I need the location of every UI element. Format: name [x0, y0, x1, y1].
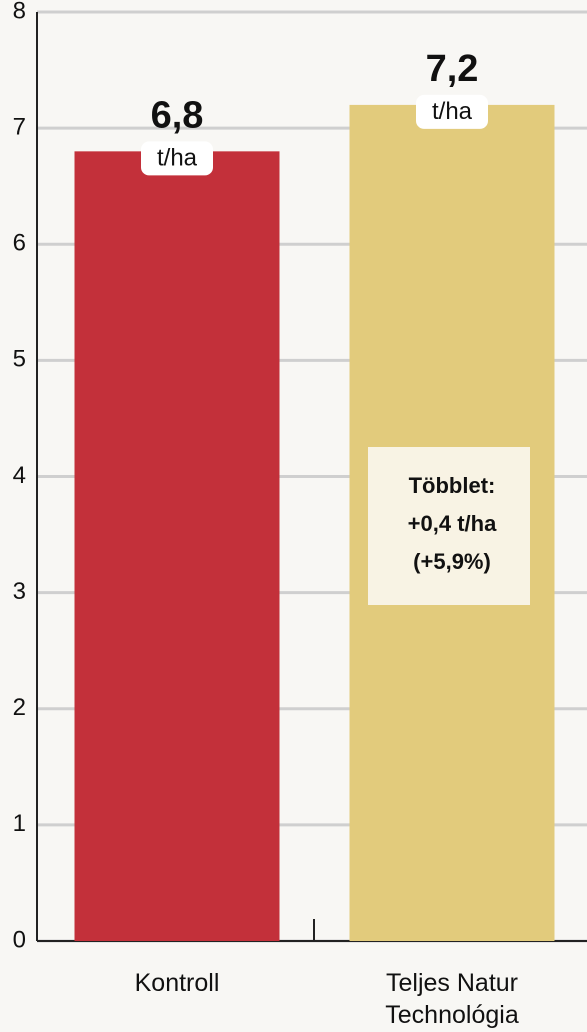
value-label: 6,8	[151, 94, 204, 136]
page: 0 1 2 3 4 5 6 7 8 6,8 t/ha 7,2 t/ha Többlet: +0,4 t/ha…	[0, 0, 587, 1032]
value-unit: t/ha	[432, 98, 473, 125]
y-tick-label: 6	[13, 230, 26, 257]
value-label: 7,2	[426, 48, 479, 90]
y-tick-label: 2	[13, 694, 26, 721]
annotation: (+5,9%)	[413, 549, 491, 574]
annotation: Többlet:	[409, 473, 496, 498]
y-tick-label: 0	[13, 926, 26, 953]
y-tick-label: 8	[13, 0, 26, 24]
y-tick-label: 1	[13, 810, 26, 837]
x-tick-label: Teljes Natur Technológia	[357, 967, 547, 1031]
y-tick-label: 7	[13, 113, 26, 140]
x-tick-label: Kontroll	[82, 967, 272, 999]
y-tick-label: 4	[13, 462, 26, 489]
y-tick-label: 3	[13, 578, 26, 605]
chart: 0 1 2 3 4 5 6 7 8 6,8 t/ha 7,2 t/ha Többlet: +0,4 t/ha…	[0, 0, 587, 1032]
value-unit: t/ha	[157, 145, 198, 172]
y-tick-label: 5	[13, 346, 26, 373]
bar	[75, 151, 280, 941]
annotation: +0,4 t/ha	[408, 511, 497, 536]
